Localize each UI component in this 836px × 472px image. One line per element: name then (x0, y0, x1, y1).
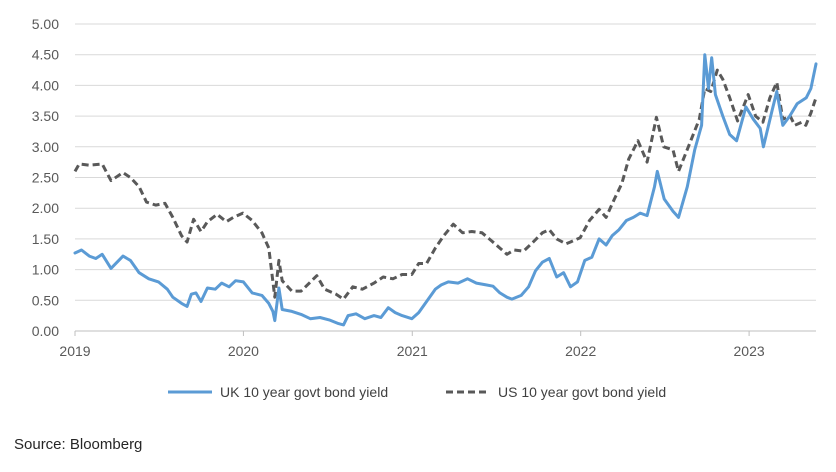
y-tick-label: 1.50 (32, 231, 59, 247)
y-tick-label: 4.00 (32, 77, 59, 93)
y-tick-label: 0.50 (32, 292, 59, 308)
y-tick-label: 5.00 (32, 16, 59, 32)
x-tick-label: 2021 (397, 343, 428, 359)
legend-label: US 10 year govt bond yield (498, 384, 666, 400)
gridlines (75, 23, 816, 332)
x-tick-label: 2019 (59, 343, 90, 359)
x-tick-label: 2023 (734, 343, 765, 359)
y-tick-label: 3.00 (32, 139, 59, 155)
y-tick-label: 3.50 (32, 108, 59, 124)
y-tick-label: 1.00 (32, 262, 59, 278)
source-note: Source: Bloomberg (14, 436, 143, 453)
x-tick-label: 2020 (228, 343, 259, 359)
x-axis-ticks: 2019 2020 2021 2022 2023 (59, 331, 765, 359)
uk-yield-line (73, 53, 818, 327)
y-tick-label: 2.50 (32, 170, 59, 186)
series-lines (73, 53, 818, 327)
y-tick-label: 4.50 (32, 47, 59, 63)
us-yield-line (73, 68, 818, 301)
legend-label: UK 10 year govt bond yield (220, 384, 388, 400)
y-axis-ticks: 0.00 0.50 1.00 1.50 2.00 2.50 3.00 3.50 4.00 4.50… (32, 16, 59, 339)
y-tick-label: 2.00 (32, 200, 59, 216)
y-tick-label: 0.00 (32, 323, 59, 339)
legend: UK 10 year govt bond yield US 10 year gov… (168, 384, 666, 400)
x-tick-label: 2022 (565, 343, 596, 359)
